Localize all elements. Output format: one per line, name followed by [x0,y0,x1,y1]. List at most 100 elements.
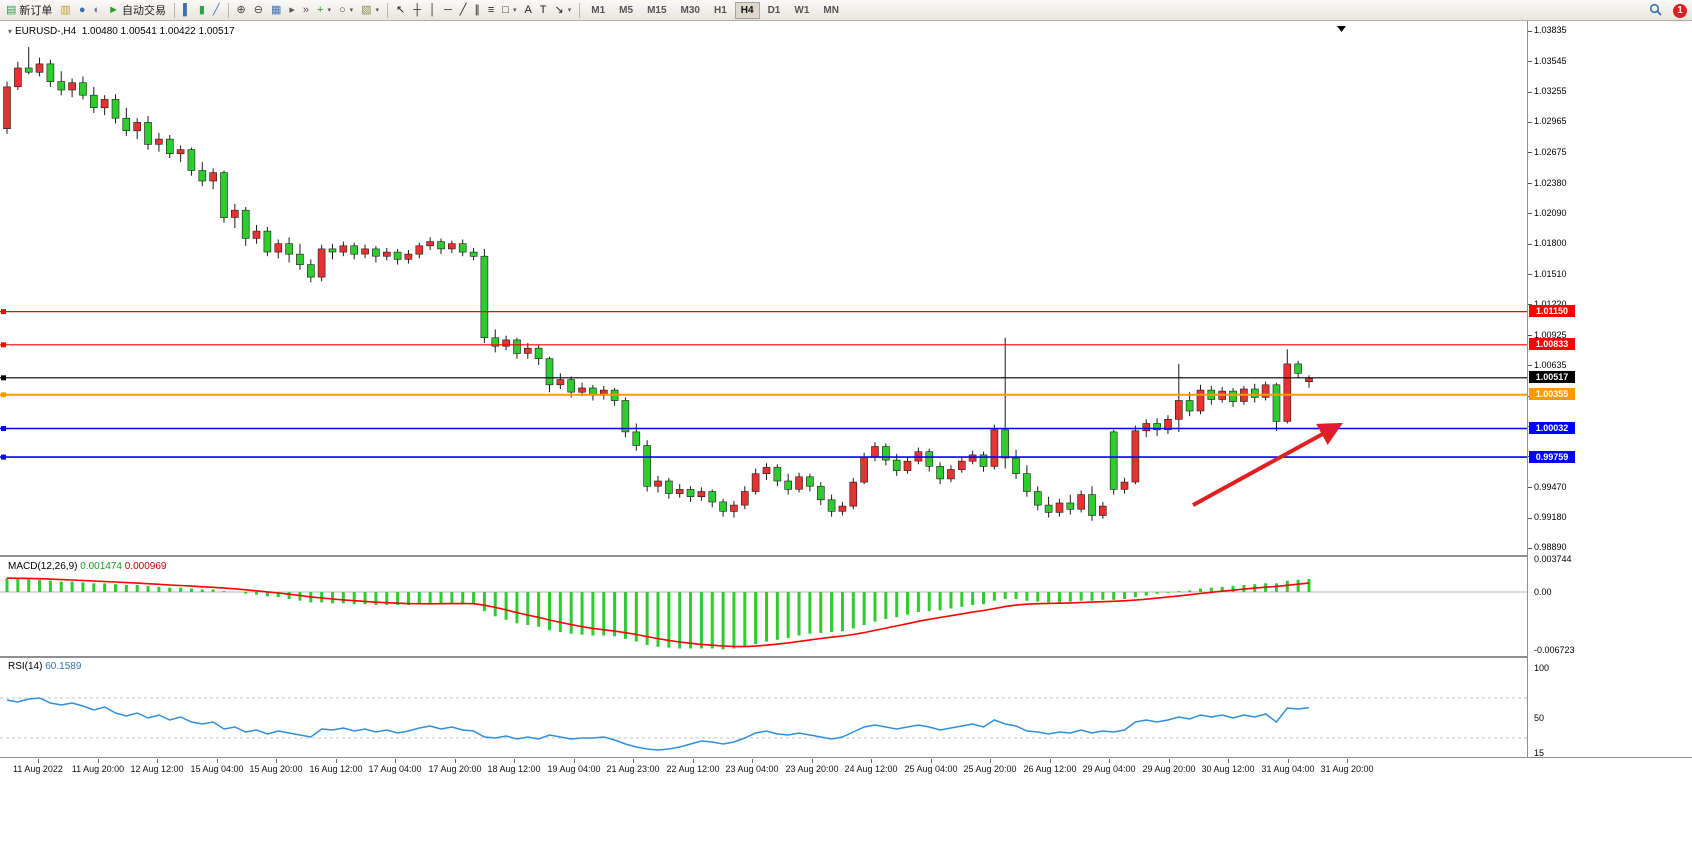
price-tick [1528,487,1532,488]
one-click-trading-icon[interactable]: ▾ [8,27,13,36]
macd-label: MACD(12,26,9) 0.001474 0.000969 [8,561,166,572]
fibonacci-icon: ≡ [487,3,495,16]
cursor-button[interactable]: ↖ [392,0,409,20]
crosshair-button[interactable]: ┼ [409,0,425,20]
price-axis-label: 1.03255 [1534,86,1567,96]
indicators-button[interactable]: + ▾ [313,0,335,20]
time-tick [633,759,634,763]
search-button[interactable] [1645,1,1666,21]
price-tick [1528,92,1532,93]
shapes-button[interactable]: □ ▾ [498,0,520,20]
timeframe-button-mn[interactable]: MN [823,4,839,16]
time-axis-label: 18 Aug 12:00 [487,764,541,774]
charts-profile-button[interactable]: ▥ [56,0,74,20]
trendline-button[interactable]: ╱ [456,0,471,20]
templates-button[interactable]: ▧ ▾ [357,0,383,20]
time-tick [336,759,337,763]
time-axis-label: 17 Aug 20:00 [428,764,482,774]
time-axis-label: 15 Aug 20:00 [249,764,303,774]
pane-splitter-rsi[interactable] [0,656,1692,658]
time-tick [98,759,99,763]
main-toolbar: ▤ 新订单 ▥ ● ◐ ► 自动交易 ▌ ▮ ╱ ⊕ ⊖ ▦ ▸» + ▾ ○ ▾ ▧ ▾ ↖ ┼ │ ─ ╱ ∥ ≡ □ ▾ A T ↘ ▾ … [0,0,1692,21]
time-axis-label: 23 Aug 04:00 [725,764,779,774]
timeframe-button-h1[interactable]: H1 [713,4,727,16]
line-chart-icon: ╱ [212,3,220,16]
time-tick [455,759,456,763]
arrows-button[interactable]: ↘ ▾ [551,0,576,20]
line-chart-type-button[interactable]: ╱ [209,0,224,20]
macd-indicator-pane[interactable] [0,558,1527,656]
zoom-out-button[interactable]: ⊖ [250,0,267,20]
price-axis-label: 1.02090 [1534,208,1567,218]
auto-scroll-button[interactable]: » [299,0,313,20]
pane-splitter-macd[interactable] [0,555,1692,557]
arrow-tool-icon: ↘ [554,3,564,16]
time-axis-label: 29 Aug 20:00 [1142,764,1196,774]
bar-chart-icon: ▌ [183,3,191,16]
market-watch-button[interactable]: ● [75,0,90,20]
bar-chart-type-button[interactable]: ▌ [179,0,195,20]
time-tick [395,759,396,763]
candlestick-chart[interactable] [0,21,1527,555]
toolbar-separator [174,2,176,18]
rsi-axis-label: 100 [1534,663,1550,673]
macd-name: MACD(12,26,9) [8,561,78,572]
autotrading-play-icon: ► [108,3,120,16]
time-axis-label: 25 Aug 04:00 [904,764,958,774]
time-tick [693,759,694,763]
timeframe-button-m30[interactable]: M30 [680,4,700,16]
text-button[interactable]: A [520,0,535,20]
toolbar-buttons: ▤ 新订单 ▥ ● ◐ ► 自动交易 ▌ ▮ ╱ ⊕ ⊖ ▦ ▸» + ▾ ○ ▾ ▧ ▾ ↖ ┼ │ ─ ╱ ∥ ≡ □ ▾ A T ↘ ▾ [2,0,584,20]
new-order-button[interactable]: ▤ 新订单 [2,0,56,20]
price-tick [1528,61,1532,62]
zoom-in-button[interactable]: ⊕ [233,0,250,20]
tile-windows-button[interactable]: ▦ [267,0,285,20]
price-tick [1528,274,1532,275]
navigator-button[interactable]: ◐ [89,0,104,20]
time-axis-label: 11 Aug 2022 [13,764,63,774]
text-label-button[interactable]: T [536,0,551,20]
rsi-axis-label: 50 [1534,713,1545,723]
price-axis-label: 1.00925 [1534,330,1567,340]
vertical-line-button[interactable]: │ [425,0,440,20]
timeframe-button-m15[interactable]: M15 [647,4,667,16]
rsi-value: 60.1589 [45,661,82,672]
charts-profile-icon: ▥ [60,3,71,16]
timeframe-button-d1[interactable]: D1 [767,4,781,16]
toolbar-right: 1 [1645,0,1687,21]
time-axis-label: 12 Aug 12:00 [130,764,184,774]
macd-axis-label: 0.003744 [1534,554,1572,564]
periods-button[interactable]: ○ ▾ [335,0,357,20]
autotrading-button[interactable]: ► 自动交易 [104,0,170,20]
price-level-badge: 1.00517 [1529,371,1575,383]
time-axis-label: 30 Aug 12:00 [1201,764,1255,774]
price-axis[interactable]: 1.03835 1.03545 1.03255 1.02965 1.02675 1.023… [1528,21,1692,758]
timeframe-button-m5[interactable]: M5 [619,4,634,16]
text-icon: A [524,3,532,16]
toolbar-button-label: 新订单 [19,5,53,17]
timeframe-button-m1[interactable]: M1 [591,4,606,16]
timeframe-button-h4[interactable]: H4 [734,1,760,19]
price-level-badge: 1.00833 [1529,338,1575,350]
time-axis-label: 31 Aug 04:00 [1261,764,1315,774]
candlestick-type-button[interactable]: ▮ [195,0,209,20]
fibonacci-button[interactable]: ≡ [484,0,498,20]
chart-shift-button[interactable]: ▸ [285,0,299,20]
rsi-indicator-pane[interactable] [0,658,1527,757]
timeframe-button-w1[interactable]: W1 [794,4,810,16]
price-level-badge: 1.01150 [1529,305,1575,317]
dropdown-caret-icon: ▾ [375,7,380,14]
time-tick [514,759,515,763]
time-axis[interactable]: 11 Aug 2022 11 Aug 20:00 12 Aug 12:00 15 Au… [0,757,1692,780]
channel-button[interactable]: ∥ [470,0,484,20]
new-order-icon: ▤ [6,3,17,16]
macd-signal-value: 0.000969 [124,561,167,572]
toolbar-separator [579,2,581,18]
price-axis-label: 0.99180 [1534,512,1567,522]
price-axis-label: 1.01800 [1534,238,1567,248]
time-tick [1169,759,1170,763]
notification-badge[interactable]: 1 [1673,3,1687,18]
zoom-in-icon: ⊕ [236,3,246,16]
dropdown-caret-icon: ▾ [327,7,331,14]
horizontal-line-button[interactable]: ─ [440,0,456,20]
